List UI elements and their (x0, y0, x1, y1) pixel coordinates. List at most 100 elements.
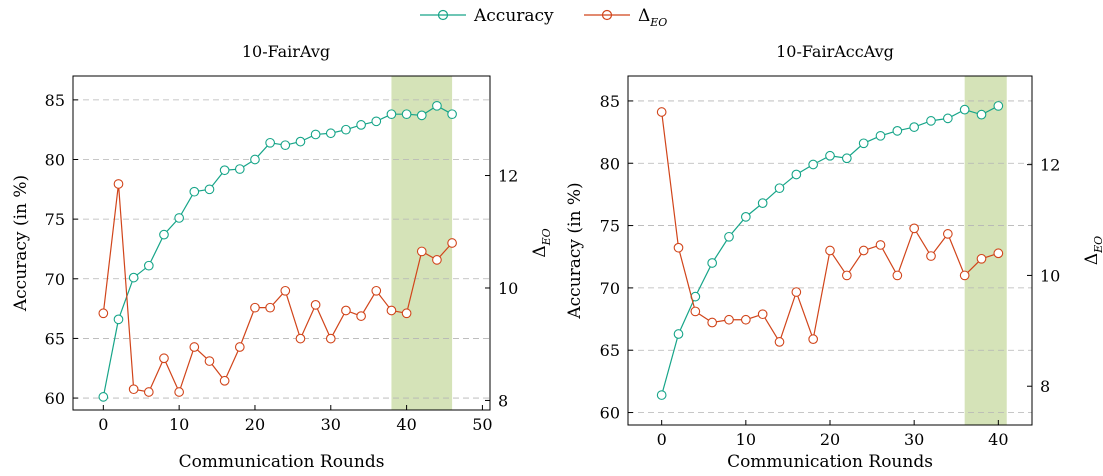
legend-accuracy-label: Accuracy (473, 6, 554, 26)
legend: Accuracy ΔEO (420, 6, 667, 29)
accuracy-data-point (673, 329, 684, 339)
accuracy-data-point (724, 231, 734, 242)
y2-tick-label: 12 (498, 167, 518, 186)
delta-eo-data-point (774, 337, 785, 347)
delta-eo-data-point (416, 246, 427, 257)
y-tick-label: 70 (45, 270, 65, 289)
y-tick-label: 80 (600, 154, 620, 173)
delta-eo-data-point (386, 305, 397, 316)
y2-tick-label: 12 (1040, 156, 1060, 175)
accuracy-data-point (143, 260, 154, 271)
accuracy-data-point (942, 113, 953, 124)
delta-eo-data-point (825, 245, 835, 256)
accuracy-data-point (656, 390, 667, 400)
x-tick-label: 30 (321, 415, 341, 434)
chart-title: 10-FairAvg (242, 42, 330, 61)
delta-eo-data-point (942, 229, 953, 239)
delta-eo-data-point (113, 179, 124, 189)
delta-eo-data-point (219, 375, 230, 386)
accuracy-data-point (386, 109, 397, 120)
y-tick-label: 85 (45, 91, 65, 110)
plot-frame (72, 75, 491, 411)
accuracy-data-point (204, 184, 215, 195)
delta-eo-data-point (189, 342, 200, 352)
delta-eo-data-point (707, 317, 718, 328)
delta-eo-data-point (909, 223, 920, 234)
x-tick-label: 40 (988, 430, 1008, 449)
delta-eo-data-point (432, 255, 442, 265)
x-tick-label: 10 (736, 430, 756, 449)
accuracy-data-point (993, 101, 1004, 111)
accuracy-data-point (416, 110, 427, 121)
delta-eo-data-point (740, 314, 751, 325)
delta-eo-data-point (959, 270, 970, 281)
y-tick-label: 70 (600, 279, 620, 298)
accuracy-data-point (447, 109, 457, 120)
y-axis-label: Accuracy (in %) (11, 175, 31, 312)
accuracy-data-point (875, 130, 886, 141)
accuracy-data-point (707, 258, 718, 268)
accuracy-data-point (892, 125, 903, 136)
accuracy-data-point (432, 100, 442, 111)
chart-title: 10-FairAccAvg (776, 42, 894, 61)
delta-eo-data-point (325, 333, 336, 344)
accuracy-data-point (909, 122, 920, 132)
accuracy-data-point (234, 164, 245, 174)
y2-tick-label: 8 (1040, 377, 1050, 396)
accuracy-data-point (265, 137, 275, 148)
delta-eo-data-point (371, 285, 382, 296)
legend-accuracy-swatch-marker (437, 9, 449, 21)
delta-eo-data-point (234, 342, 245, 352)
accuracy-data-point (841, 153, 852, 164)
y2-axis-label-subscript: EO (540, 228, 553, 246)
y-tick-label: 65 (600, 341, 620, 360)
x-tick-label: 0 (98, 415, 108, 434)
accuracy-data-point (341, 124, 351, 135)
accuracy-data-point (325, 128, 336, 139)
accuracy-data-point (295, 136, 306, 147)
delta-eo-data-point (98, 308, 109, 319)
accuracy-data-point (740, 211, 751, 222)
x-tick-label: 30 (904, 430, 924, 449)
accuracy-data-point (401, 109, 412, 120)
delta-eo-data-point (926, 251, 936, 261)
delta-eo-data-point (892, 270, 903, 281)
y2-tick-label: 10 (1040, 266, 1060, 285)
accuracy-data-point (310, 129, 321, 140)
y-tick-label: 85 (600, 92, 620, 111)
y-tick-label: 80 (45, 151, 65, 170)
chart-panel-fairavg: 60 65 70 75 80 85 8 10 12 0 10 20 30 40 50 10-FairAvg Co… (11, 42, 553, 472)
accuracy-data-point (757, 198, 768, 208)
x-tick-label: 0 (657, 430, 667, 449)
x-tick-label: 20 (820, 430, 840, 449)
accuracy-data-point (280, 140, 291, 151)
accuracy-data-point (159, 229, 169, 240)
accuracy-data-point (219, 165, 230, 176)
delta-eo-data-point (791, 287, 802, 297)
delta-eo-data-point (174, 387, 184, 397)
delta-eo-data-point (356, 311, 366, 321)
delta-eo-data-point (724, 314, 734, 325)
delta-eo-data-point (310, 300, 321, 310)
x-tick-label: 20 (245, 415, 265, 434)
accuracy-data-point (959, 104, 970, 115)
delta-eo-data-point (250, 302, 260, 313)
delta-eo-data-point (143, 387, 154, 397)
y2-axis-label: ΔEO (1082, 236, 1103, 265)
accuracy-data-point (128, 272, 139, 283)
y-tick-label: 60 (45, 389, 65, 408)
accuracy-data-point (174, 213, 184, 223)
x-tick-label: 50 (472, 415, 492, 434)
accuracy-data-point (825, 150, 835, 161)
y2-axis-label-subscript: EO (1092, 236, 1103, 254)
y-tick-label: 65 (45, 329, 65, 348)
delta-eo-data-point (757, 309, 768, 320)
accuracy-data-point (926, 116, 936, 126)
delta-eo-data-point (690, 306, 701, 317)
accuracy-data-point (774, 183, 785, 194)
accuracy-data-point (98, 392, 109, 402)
y2-tick-label: 8 (498, 391, 508, 410)
y-axis-label: Accuracy (in %) (565, 182, 585, 319)
accuracy-data-point (356, 120, 366, 130)
delta-eo-data-point (656, 107, 667, 117)
